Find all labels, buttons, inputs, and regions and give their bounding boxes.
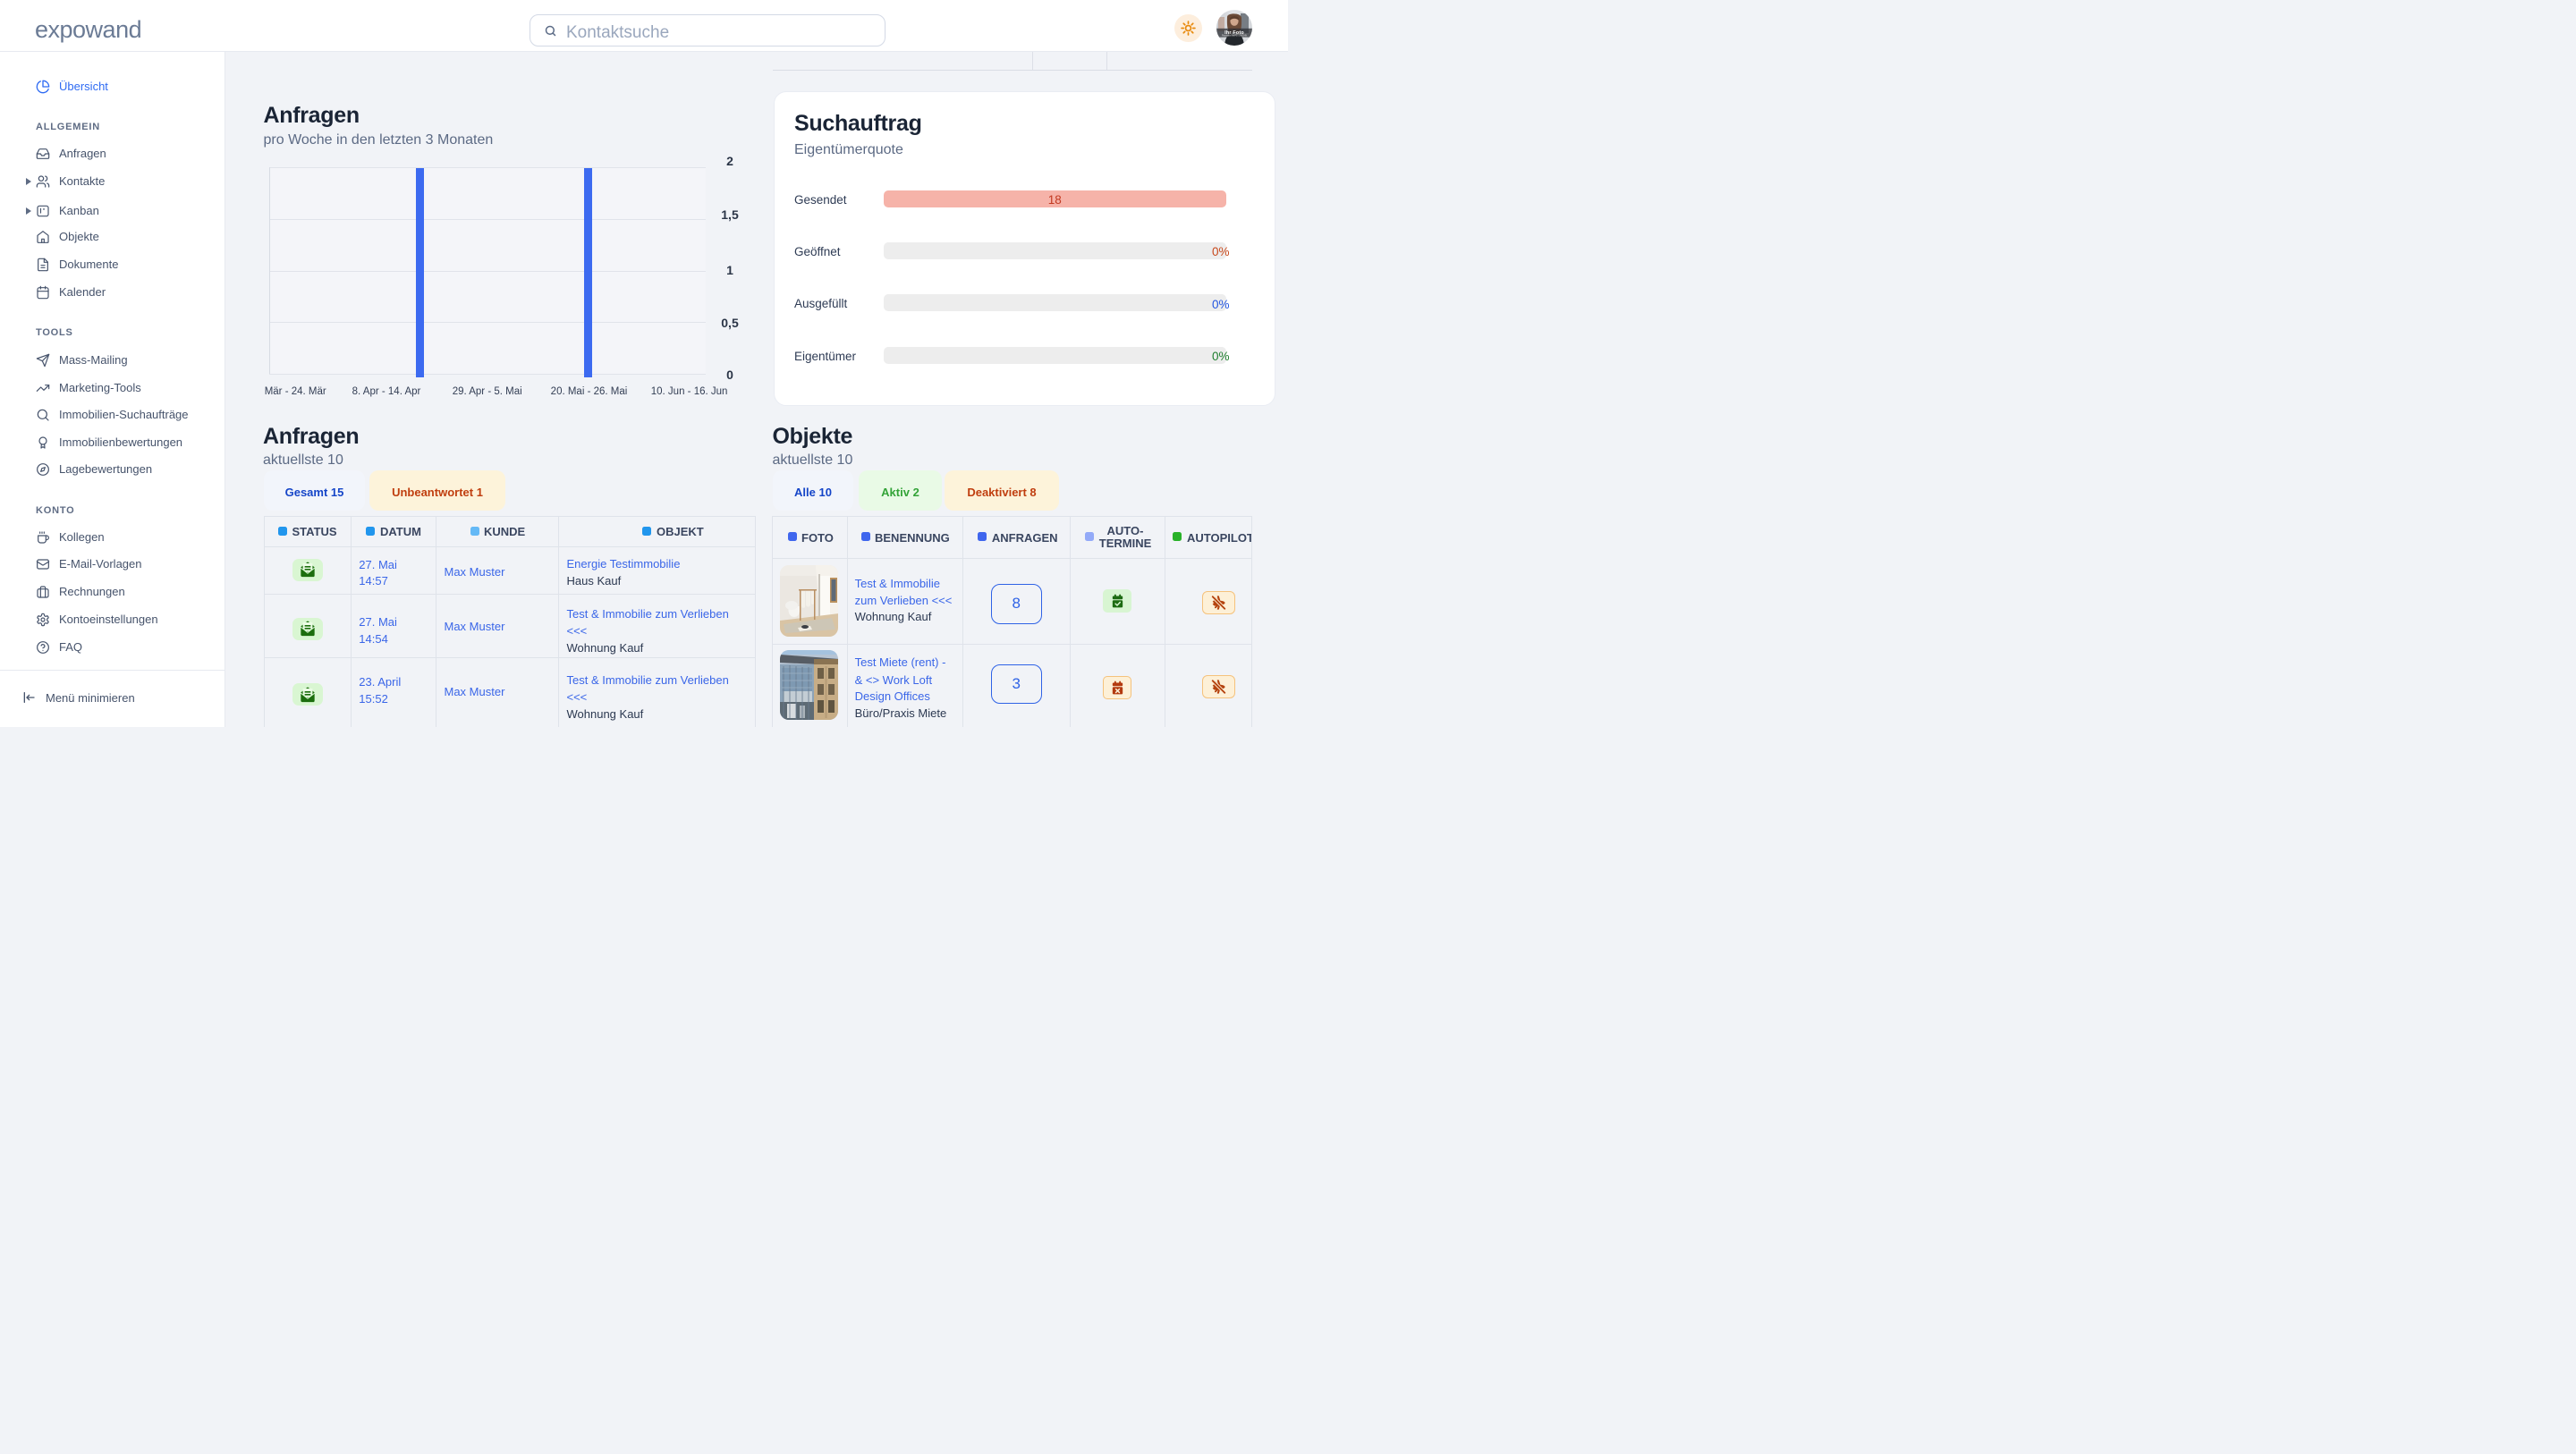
svg-text:Ihr Foto: Ihr Foto [1224, 30, 1244, 36]
svg-text:Platzhalter im FOTOWOHN: Platzhalter im FOTOWOHN [1222, 35, 1248, 38]
